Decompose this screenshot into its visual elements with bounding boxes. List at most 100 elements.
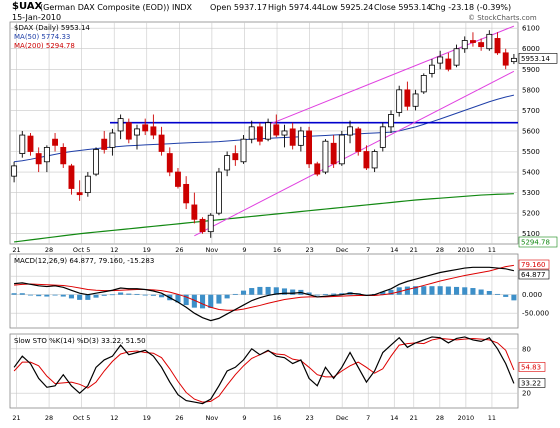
candle-body xyxy=(494,38,501,54)
date-label-bottom: 28 xyxy=(45,414,53,422)
stoch-tick-label: 80 xyxy=(522,345,531,353)
macd-histogram-bar xyxy=(281,288,288,295)
candle-body xyxy=(256,126,263,142)
date-label: 19 xyxy=(143,246,151,254)
last-price-label: 5953.14 xyxy=(521,55,550,63)
candle-body xyxy=(11,165,18,177)
date-label-bottom: 2010 xyxy=(458,414,475,422)
macd-histogram-bar xyxy=(191,294,197,308)
candle-body xyxy=(306,130,313,165)
macd-histogram-bar xyxy=(486,291,492,295)
date-label: Oct 5 xyxy=(73,246,90,254)
date-label-bottom: 21 xyxy=(410,414,418,422)
macd-histogram-bar xyxy=(331,293,337,295)
macd-histogram-bar xyxy=(134,293,140,295)
legend-ma200: MA(200) 5294.78 xyxy=(14,42,75,50)
legend-macd: MACD(12,26,9) 64.877, 79.160, -15.283 xyxy=(14,257,155,265)
macd-signal-line xyxy=(14,264,514,311)
macd-histogram-bar xyxy=(183,294,189,306)
date-label: 2010 xyxy=(458,246,475,254)
candle-body xyxy=(150,126,157,136)
candle-body xyxy=(175,171,181,187)
macd-histogram-bar xyxy=(118,292,124,295)
price-tick-label: 5700 xyxy=(522,107,540,115)
candle-body xyxy=(93,149,99,175)
macd-histogram-bar xyxy=(380,291,386,295)
candle-body xyxy=(396,89,403,113)
panel-frame-0 xyxy=(9,21,519,245)
stoch-value-box xyxy=(518,362,546,372)
candle-body xyxy=(388,114,394,128)
candle-body xyxy=(371,151,378,169)
ma200-value-label: 5294.78 xyxy=(521,239,550,247)
candle-body xyxy=(510,57,517,63)
date-label-bottom: 16 xyxy=(273,414,281,422)
date-label-bottom: 14 xyxy=(390,414,398,422)
stoch-k-line xyxy=(13,336,515,405)
stoch-value-label: 33.22 xyxy=(521,379,541,387)
date-label-bottom: 11 xyxy=(488,414,496,422)
candle-body xyxy=(379,126,386,148)
candle-body xyxy=(43,146,50,163)
macd-histogram-bar xyxy=(159,294,165,298)
macd-histogram-bar xyxy=(314,294,320,296)
candle-body xyxy=(240,138,247,163)
macd-histogram-bar xyxy=(19,293,25,295)
macd-histogram-bar xyxy=(44,294,50,297)
macd-tick-label: -50.000 xyxy=(522,310,549,318)
candle-body xyxy=(273,124,280,136)
candle-body xyxy=(199,218,206,233)
macd-histogram-bar xyxy=(101,294,107,296)
exchange-label: INDX xyxy=(172,3,192,12)
macd-histogram-bar xyxy=(175,294,181,303)
price-tick-label: 6000 xyxy=(522,45,540,53)
macd-histogram-bar xyxy=(11,293,17,295)
macd-histogram-bar xyxy=(462,287,468,295)
candle-body xyxy=(35,153,42,165)
candle-body xyxy=(486,33,493,50)
macd-histogram-bar xyxy=(404,286,410,295)
candle-body xyxy=(469,40,476,43)
stoch-tick-label: 20 xyxy=(522,390,531,398)
macd-histogram-bar xyxy=(27,294,34,296)
candle-body xyxy=(338,134,345,165)
macd-histogram-bar xyxy=(60,294,66,297)
date-label: 7 xyxy=(366,246,370,254)
date-label: 23 xyxy=(305,246,313,254)
candle-body xyxy=(52,138,59,146)
candle-body xyxy=(207,214,214,233)
watermark: © StockCharts.com xyxy=(468,14,537,22)
macd-histogram-bar xyxy=(224,294,230,299)
macd-histogram-bar xyxy=(429,286,435,295)
price-tick-label: 5500 xyxy=(522,148,540,156)
last-price-box xyxy=(518,53,558,64)
candle-body xyxy=(248,126,255,140)
macd-histogram-bar xyxy=(240,290,247,295)
macd-histogram-bar xyxy=(413,286,419,295)
candle-body xyxy=(330,142,337,165)
candle-body xyxy=(142,124,149,132)
macd-histogram-bar xyxy=(511,294,517,301)
candle-body xyxy=(420,75,427,93)
macd-histogram-bar xyxy=(437,286,443,295)
macd-histogram-bar xyxy=(265,286,271,295)
ma200-value-box xyxy=(518,236,558,248)
candle-body xyxy=(281,130,288,136)
macd-histogram-bar xyxy=(150,294,156,296)
price-tick-label: 5900 xyxy=(522,66,540,74)
change-value: Chg -23.18 (-0.39%) xyxy=(430,3,512,12)
macd-histogram-bar xyxy=(478,289,484,295)
candle-body xyxy=(363,151,370,169)
macd-histogram-bar xyxy=(339,293,345,295)
macd-histogram-bar xyxy=(306,292,312,295)
date-label-bottom: 19 xyxy=(143,414,151,422)
ma200-line xyxy=(14,193,514,243)
date-label: Nov xyxy=(206,246,219,254)
date-label: 14 xyxy=(390,246,398,254)
macd-histogram-bar xyxy=(109,294,115,296)
date-label: 28 xyxy=(436,246,444,254)
legend-ma50: MA(50) 5774.33 xyxy=(14,33,71,41)
candle-body xyxy=(314,163,321,175)
date-label-bottom: Oct 5 xyxy=(73,414,90,422)
macd-line xyxy=(14,266,515,322)
